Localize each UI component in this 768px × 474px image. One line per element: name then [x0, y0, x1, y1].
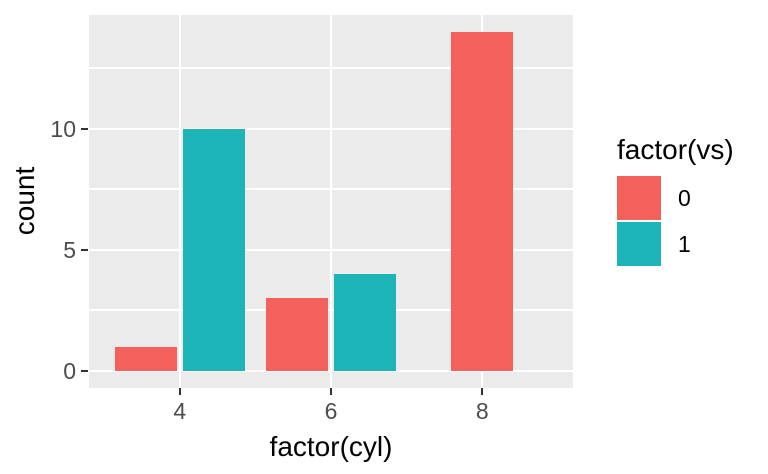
y-tick-label: 10	[50, 115, 76, 142]
bar-cyl4-vs1	[182, 128, 245, 372]
x-tick-label: 6	[324, 398, 338, 424]
y-tick-mark	[81, 370, 88, 373]
y-tick-mark	[81, 127, 88, 130]
x-tick-label: 8	[475, 398, 489, 424]
bar-cyl4-vs0	[114, 346, 177, 372]
major-gridline-vertical	[178, 15, 181, 388]
x-tick-mark	[481, 388, 484, 395]
y-tick-mark	[81, 248, 88, 251]
x-tick-mark	[178, 388, 181, 395]
legend-title: factor(vs)	[617, 134, 734, 165]
x-axis-title: factor(cyl)	[269, 431, 393, 462]
major-gridline-vertical	[330, 15, 332, 388]
bar-cyl6-vs1	[334, 274, 396, 372]
y-axis-title: count	[9, 166, 40, 236]
legend-key-1	[617, 222, 661, 266]
bar-cyl8-vs0	[451, 31, 514, 372]
x-tick-label: 4	[173, 398, 187, 424]
legend-label-0: 0	[678, 185, 691, 211]
y-tick-label: 0	[63, 358, 76, 385]
x-tick-mark	[330, 388, 332, 395]
plot-panel	[89, 15, 573, 388]
y-tick-label: 5	[63, 236, 76, 263]
bar-cyl6-vs0	[266, 298, 328, 372]
legend-key-0	[617, 176, 661, 220]
legend-label-1: 1	[678, 231, 691, 257]
